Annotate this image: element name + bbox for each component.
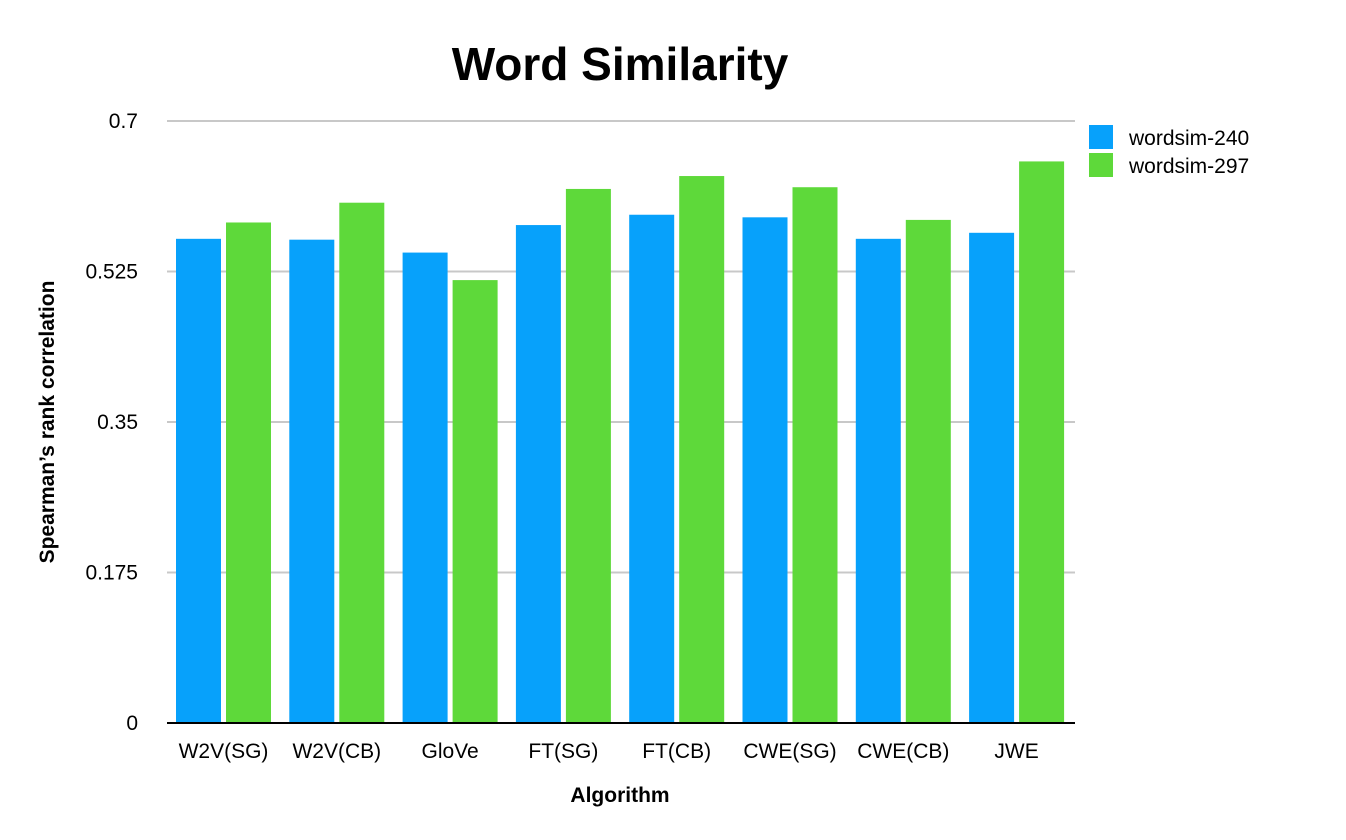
y-tick-label: 0.35 bbox=[97, 411, 138, 434]
bar-wordsim-297-CWE(SG) bbox=[792, 187, 838, 724]
bar-wordsim-240-CWE(SG) bbox=[742, 217, 788, 723]
x-tick-label: FT(SG) bbox=[528, 740, 598, 763]
bar-wordsim-240-W2V(SG) bbox=[176, 238, 221, 723]
bar-wordsim-240-GloVe bbox=[402, 252, 448, 723]
chart-title: Word Similarity bbox=[452, 38, 789, 90]
x-tick-label: W2V(SG) bbox=[179, 740, 269, 763]
y-tick-label: 0.525 bbox=[85, 261, 138, 284]
bar-wordsim-240-JWE bbox=[969, 232, 1015, 724]
bar-wordsim-240-W2V(CB) bbox=[289, 239, 335, 723]
bar-wordsim-297-W2V(SG) bbox=[226, 222, 271, 724]
legend: wordsim-240 wordsim-297 bbox=[1089, 125, 1249, 178]
y-axis-title: Spearman’s rank correlation bbox=[36, 281, 59, 564]
x-tick-label: CWE(CB) bbox=[857, 740, 949, 763]
x-tick-label: GloVe bbox=[421, 740, 478, 763]
bar-wordsim-297-FT(SG) bbox=[565, 188, 611, 723]
x-axis-title: Algorithm bbox=[570, 784, 669, 807]
bar-wordsim-297-FT(CB) bbox=[679, 176, 725, 724]
bar-wordsim-240-FT(CB) bbox=[629, 214, 675, 724]
y-tick-label: 0.7 bbox=[109, 110, 138, 133]
y-axis-ticks: 0 0.175 0.35 0.525 0.7 bbox=[85, 110, 138, 735]
legend-label: wordsim-297 bbox=[1128, 155, 1249, 178]
x-tick-label: CWE(SG) bbox=[743, 740, 836, 763]
bar-wordsim-240-CWE(CB) bbox=[855, 238, 901, 723]
bar-wordsim-297-CWE(CB) bbox=[905, 219, 951, 723]
bar-wordsim-297-W2V(CB) bbox=[339, 202, 385, 723]
x-tick-label: W2V(CB) bbox=[292, 740, 381, 763]
bar-wordsim-297-GloVe bbox=[452, 280, 498, 723]
bars bbox=[176, 161, 1065, 724]
x-axis-ticks: W2V(SG) W2V(CB) GloVe FT(SG) FT(CB) CWE(SG) CW… bbox=[179, 740, 1039, 763]
legend-label: wordsim-240 bbox=[1128, 127, 1249, 150]
x-tick-label: JWE bbox=[994, 740, 1038, 763]
legend-swatch bbox=[1089, 125, 1113, 149]
bar-wordsim-297-JWE bbox=[1019, 161, 1065, 724]
y-tick-label: 0 bbox=[126, 712, 138, 735]
legend-swatch bbox=[1089, 153, 1113, 177]
bar-wordsim-240-FT(SG) bbox=[515, 225, 561, 723]
x-tick-label: FT(CB) bbox=[642, 740, 711, 763]
y-tick-label: 0.175 bbox=[85, 562, 138, 585]
